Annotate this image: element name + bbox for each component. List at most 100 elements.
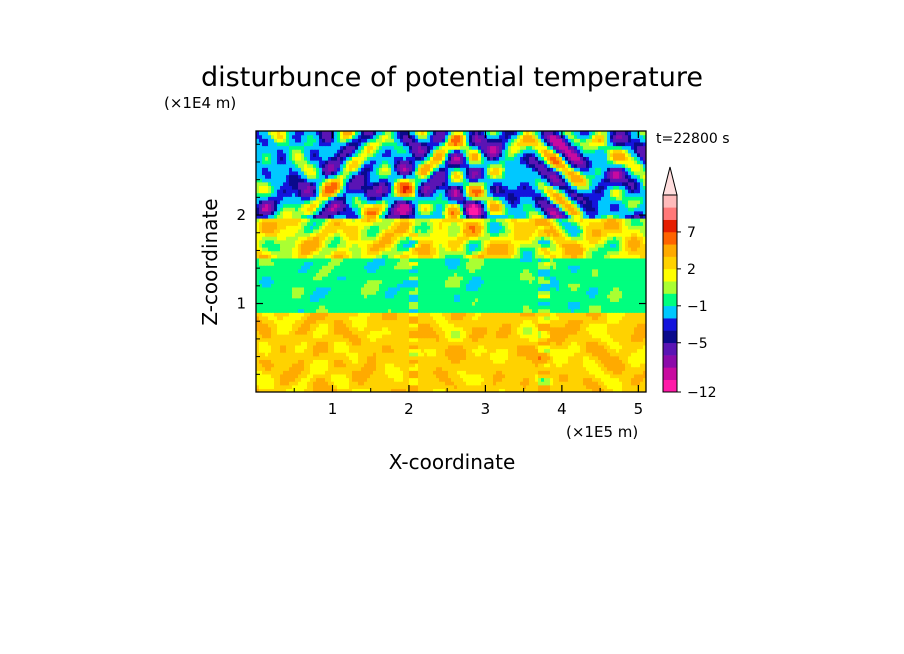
field-cell xyxy=(625,297,629,302)
field-cell xyxy=(433,330,437,335)
field-cell xyxy=(346,366,350,371)
field-cell xyxy=(316,355,320,360)
field-cell xyxy=(622,366,626,371)
field-cell xyxy=(472,315,476,321)
field-cell xyxy=(541,381,545,386)
field-cell xyxy=(439,276,443,281)
field-cell xyxy=(466,257,470,263)
field-cell xyxy=(421,297,425,302)
field-cell xyxy=(400,272,404,277)
field-cell xyxy=(562,323,566,328)
field-cell xyxy=(508,283,512,288)
field-cell xyxy=(283,257,287,263)
field-cell xyxy=(574,268,578,273)
field-cell xyxy=(268,326,272,331)
field-cell xyxy=(310,341,314,346)
field-cell xyxy=(517,312,521,317)
field-cell xyxy=(379,341,383,346)
field-cell xyxy=(613,355,617,360)
field-cell xyxy=(631,305,635,310)
field-cell xyxy=(289,370,293,375)
field-cell xyxy=(457,294,461,299)
field-cell xyxy=(292,319,296,324)
field-cell xyxy=(385,326,389,331)
field-cell xyxy=(403,286,407,292)
field-cell xyxy=(481,279,485,284)
field-cell xyxy=(616,344,620,350)
field-cell xyxy=(511,254,515,259)
field-cell xyxy=(445,268,449,273)
field-cell xyxy=(367,308,371,313)
field-cell xyxy=(637,355,641,360)
field-cell xyxy=(463,297,467,302)
field-cell xyxy=(301,268,305,273)
field-cell xyxy=(388,250,392,255)
field-cell xyxy=(460,286,464,292)
field-cell xyxy=(322,272,326,277)
field-cell xyxy=(469,297,473,302)
field-cell xyxy=(622,381,626,386)
field-cell xyxy=(457,286,461,292)
field-cell xyxy=(298,363,302,368)
field-cell xyxy=(622,283,626,288)
field-cell xyxy=(400,297,404,302)
field-cell xyxy=(601,337,605,342)
field-cell xyxy=(319,319,323,324)
field-cell xyxy=(472,286,476,292)
field-cell xyxy=(448,312,452,317)
field-cell xyxy=(595,272,599,277)
field-cell xyxy=(580,370,584,375)
field-cell xyxy=(427,370,431,375)
field-cell xyxy=(502,286,506,292)
field-cell xyxy=(526,301,530,306)
field-cell xyxy=(514,305,518,310)
field-cell xyxy=(274,319,278,324)
field-cell xyxy=(559,373,563,379)
field-cell xyxy=(403,254,407,259)
field-cell xyxy=(268,370,272,375)
field-cell xyxy=(496,348,500,353)
field-cell xyxy=(328,261,332,266)
field-cell xyxy=(283,381,287,386)
field-cell xyxy=(331,366,335,371)
field-cell xyxy=(367,352,371,357)
field-cell xyxy=(328,268,332,273)
field-cell xyxy=(364,344,368,350)
field-cell xyxy=(535,355,539,360)
field-cell xyxy=(493,373,497,379)
field-cell xyxy=(313,301,317,306)
field-cell xyxy=(586,370,590,375)
field-cell xyxy=(301,261,305,266)
field-cell xyxy=(577,305,581,310)
field-cell xyxy=(502,384,506,389)
field-cell xyxy=(394,373,398,379)
field-cell xyxy=(553,308,557,313)
field-cell xyxy=(466,348,470,353)
field-cell xyxy=(529,305,533,310)
field-cell xyxy=(529,265,533,270)
field-cell xyxy=(421,388,425,392)
field-cell xyxy=(634,373,638,379)
field-cell xyxy=(403,359,407,364)
field-cell xyxy=(502,254,506,259)
field-cell xyxy=(568,261,572,266)
field-cell xyxy=(331,330,335,335)
field-cell xyxy=(535,352,539,357)
field-cell xyxy=(289,301,293,306)
field-cell xyxy=(625,286,629,292)
field-cell xyxy=(427,297,431,302)
field-cell xyxy=(310,363,314,368)
field-cell xyxy=(628,305,632,310)
field-cell xyxy=(271,341,275,346)
field-cell xyxy=(430,348,434,353)
field-cell xyxy=(616,315,620,321)
field-cell xyxy=(322,261,326,266)
field-cell xyxy=(580,323,584,328)
field-cell xyxy=(379,261,383,266)
field-cell xyxy=(259,381,263,386)
field-cell xyxy=(424,297,428,302)
field-cell xyxy=(286,381,290,386)
field-cell xyxy=(538,276,542,281)
field-cell xyxy=(346,250,350,255)
field-cell xyxy=(613,308,617,313)
